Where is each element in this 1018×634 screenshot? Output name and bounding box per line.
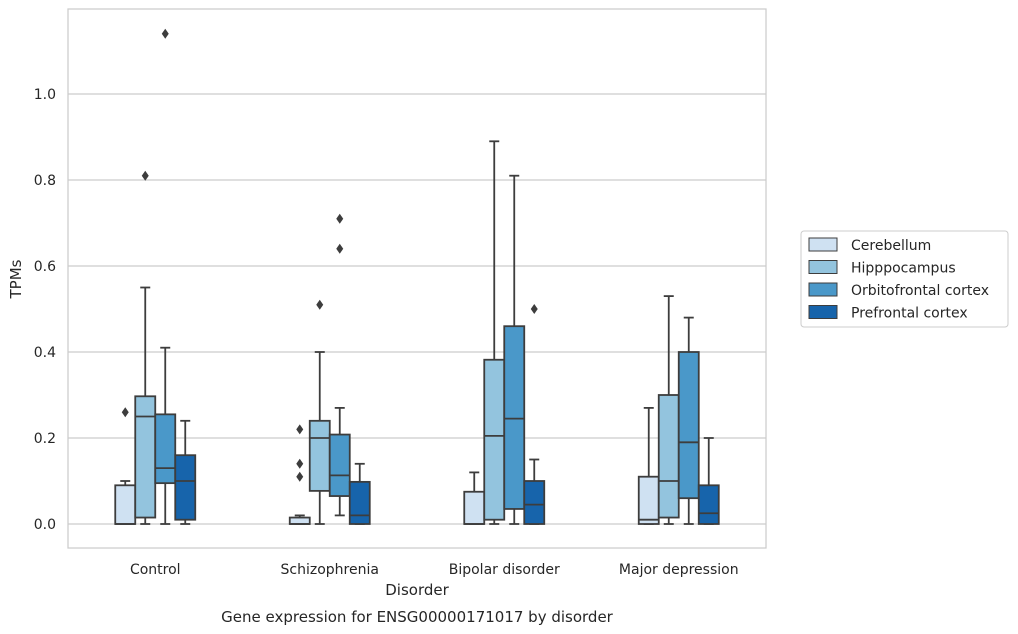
x-tick-label: Bipolar disorder xyxy=(449,562,560,578)
y-tick-label: 0.6 xyxy=(34,259,56,275)
x-tick-label: Schizophrenia xyxy=(281,562,379,578)
box-iqr xyxy=(697,484,720,525)
box-cerebellum xyxy=(637,406,660,525)
y-axis-label: TPMs xyxy=(7,259,25,299)
box-iqr xyxy=(328,433,351,497)
x-axis-ticks: Control Schizophrenia Bipolar disorder Majo… xyxy=(130,562,739,578)
x-tick-label: Control xyxy=(130,562,181,578)
legend-frame xyxy=(800,230,1009,328)
box-iqr xyxy=(134,395,157,519)
y-tick-label: 0.2 xyxy=(34,431,56,447)
y-tick-label: 0.0 xyxy=(34,517,56,533)
box-hipppocampus xyxy=(657,295,680,525)
y-tick-label: 1.0 xyxy=(34,87,56,103)
box-orbitofrontal-cortex xyxy=(503,174,526,525)
box-iqr xyxy=(348,480,371,525)
box-iqr xyxy=(677,351,700,500)
box-orbitofrontal-cortex xyxy=(328,213,351,517)
box-cerebellum xyxy=(114,407,137,525)
box-prefrontal-cortex xyxy=(523,304,546,525)
legend-label: Hipppocampus xyxy=(851,261,956,277)
y-tick-label: 0.8 xyxy=(34,173,56,189)
legend: Cerebellum Hipppocampus Orbitofrontal cort… xyxy=(800,230,1009,328)
legend-swatch xyxy=(808,237,838,252)
outlier-point xyxy=(141,170,149,181)
box-hipppocampus xyxy=(308,299,331,525)
outlier-point xyxy=(316,299,324,310)
box-iqr xyxy=(114,484,137,525)
box-hipppocampus xyxy=(483,140,506,525)
legend-swatch xyxy=(808,305,838,319)
box-prefrontal-cortex xyxy=(348,462,371,525)
y-tick-label: 0.4 xyxy=(34,345,56,361)
plot-area-frame xyxy=(67,8,767,549)
box-hipppocampus xyxy=(134,170,157,525)
box-prefrontal-cortex xyxy=(697,437,720,525)
outlier-point xyxy=(336,243,344,254)
box-prefrontal-cortex xyxy=(174,419,197,525)
x-axis-label: Disorder xyxy=(385,581,449,599)
box-cerebellum xyxy=(288,424,311,525)
box-iqr xyxy=(154,413,177,485)
outlier-point xyxy=(296,458,304,469)
x-tick-label: Major depression xyxy=(619,562,739,578)
box-iqr xyxy=(523,480,546,525)
outlier-point xyxy=(121,407,129,418)
chart-caption: Gene expression for ENSG00000171017 by d… xyxy=(221,608,614,626)
box-orbitofrontal-cortex xyxy=(677,316,700,525)
box-orbitofrontal-cortex xyxy=(154,28,177,525)
legend-label: Prefrontal cortex xyxy=(851,306,968,322)
box-iqr xyxy=(308,419,331,492)
box-iqr xyxy=(174,454,197,521)
outlier-point xyxy=(530,304,538,314)
legend-label: Orbitofrontal cortex xyxy=(851,283,989,299)
box-iqr xyxy=(463,490,486,525)
legend-swatch xyxy=(808,260,838,274)
legend-label: Cerebellum xyxy=(851,238,931,254)
box-cerebellum xyxy=(463,471,486,525)
box-iqr xyxy=(637,475,660,525)
y-axis-ticks: 0.0 0.2 0.4 0.6 0.8 1.0 xyxy=(34,87,56,533)
box-plot-series xyxy=(114,28,720,525)
box-iqr xyxy=(483,358,506,521)
outlier-point xyxy=(296,471,304,482)
legend-swatch xyxy=(808,282,838,297)
box-iqr xyxy=(503,325,526,510)
box-iqr xyxy=(288,516,311,525)
box-iqr xyxy=(657,394,680,519)
outlier-point xyxy=(296,424,304,435)
outlier-point xyxy=(336,213,344,224)
outlier-point xyxy=(161,28,169,39)
